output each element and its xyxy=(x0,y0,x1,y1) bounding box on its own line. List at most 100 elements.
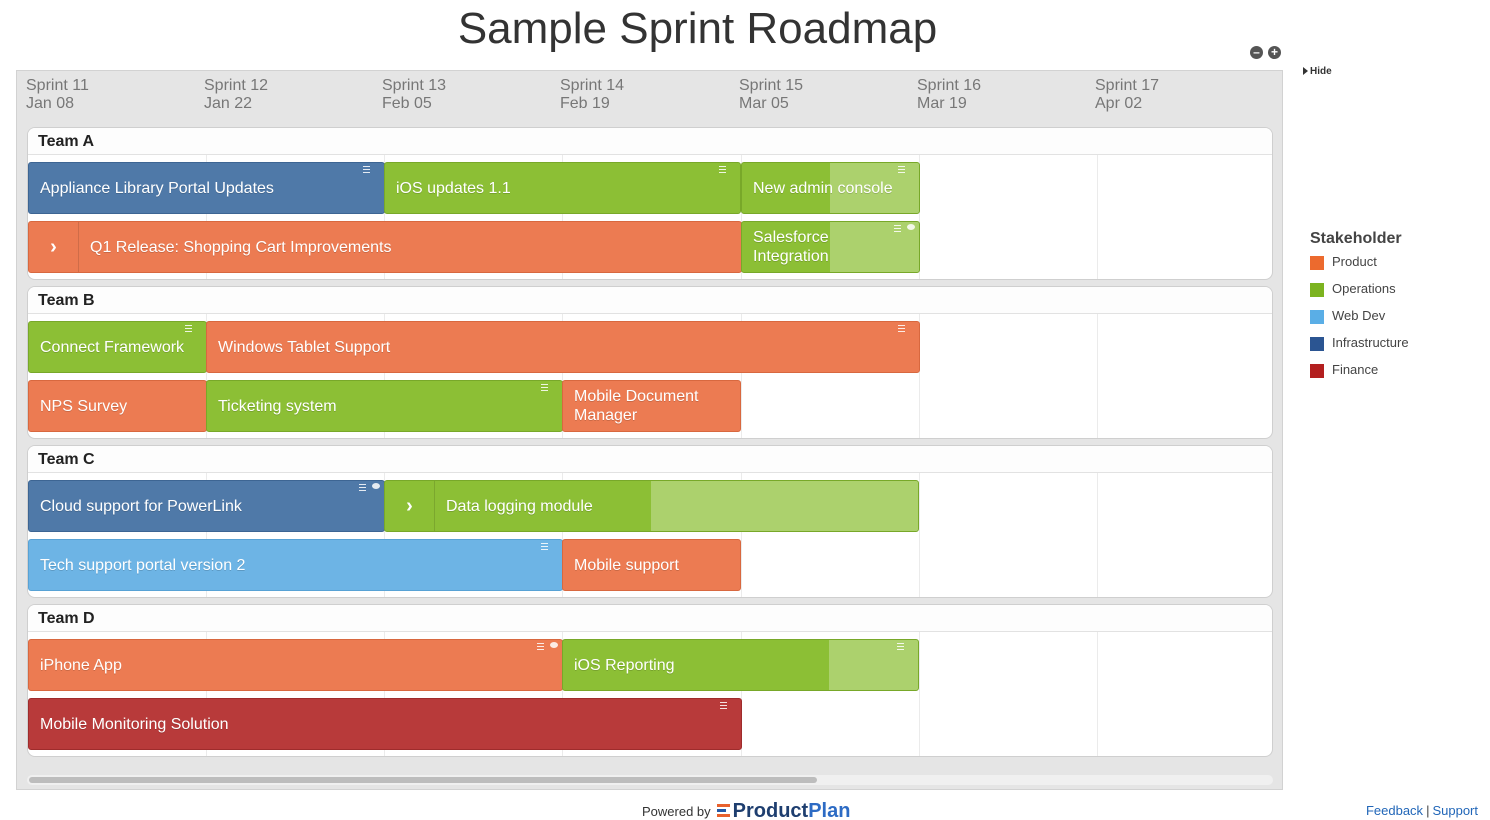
sprint-name: Sprint 17 xyxy=(1095,77,1160,94)
sprint-header: Sprint 14 Feb 19 xyxy=(560,77,624,113)
productplan-logo[interactable]: ProductPlan xyxy=(716,800,850,820)
page-title: Sample Sprint Roadmap xyxy=(457,4,938,53)
chevron-right-icon[interactable]: › xyxy=(29,222,79,272)
powered-by-text: Powered by xyxy=(642,804,711,819)
sprint-date: Mar 05 xyxy=(739,95,789,112)
legend-swatch xyxy=(1310,337,1324,351)
bar-label: iPhone App xyxy=(40,656,122,674)
bar-label: Mobile support xyxy=(574,556,679,574)
roadmap-bar[interactable]: iOS updates 1.1 xyxy=(384,162,741,214)
productplan-mark-icon xyxy=(716,804,730,819)
zoom-in-icon[interactable]: + xyxy=(1268,46,1281,59)
zoom-out-icon[interactable]: – xyxy=(1250,46,1263,59)
bar-label: Cloud support for PowerLink xyxy=(40,497,242,515)
menu-icon[interactable] xyxy=(720,702,727,709)
roadmap-bar[interactable]: Mobile support xyxy=(562,539,741,591)
sprint-date: Feb 19 xyxy=(560,95,610,112)
sprint-header: Sprint 13 Feb 05 xyxy=(382,77,446,113)
lane-team-a: Team A Appliance Library Portal Updates … xyxy=(27,127,1273,280)
roadmap-bar[interactable]: Cloud support for PowerLink xyxy=(28,480,385,532)
legend-item-finance: Finance xyxy=(1310,362,1409,389)
legend-swatch xyxy=(1310,283,1324,297)
bar-label: New admin console xyxy=(753,179,893,197)
menu-icon[interactable] xyxy=(719,166,726,173)
lane-title: Team C xyxy=(38,451,95,468)
legend-item-product: Product xyxy=(1310,254,1409,281)
legend-label: Web Dev xyxy=(1332,308,1386,323)
roadmap-bar[interactable]: Ticketing system xyxy=(206,380,563,432)
menu-icon[interactable] xyxy=(541,543,548,550)
roadmap-bar[interactable]: Salesforce Integration xyxy=(741,221,920,273)
bar-label: Mobile Monitoring Solution xyxy=(40,715,229,733)
lane-header[interactable]: Team D xyxy=(28,605,1272,632)
roadmap-bar[interactable]: Mobile Document Manager xyxy=(562,380,741,432)
menu-icon[interactable] xyxy=(363,166,370,173)
footer-links: Feedback | Support xyxy=(1366,803,1478,818)
bar-label: Data logging module xyxy=(446,497,593,515)
roadmap-bar[interactable]: Windows Tablet Support xyxy=(206,321,920,373)
horizontal-scrollbar[interactable] xyxy=(27,775,1273,785)
menu-icon[interactable] xyxy=(537,643,544,650)
comment-icon[interactable] xyxy=(372,483,380,489)
menu-icon[interactable] xyxy=(894,225,901,232)
roadmap-bar[interactable]: › Q1 Release: Shopping Cart Improvements xyxy=(28,221,742,273)
bar-label: Tech support portal version 2 xyxy=(40,556,246,574)
menu-icon[interactable] xyxy=(359,484,366,491)
lane-header[interactable]: Team A xyxy=(28,128,1272,155)
legend-swatch xyxy=(1310,364,1324,378)
sprint-name: Sprint 11 xyxy=(26,77,89,94)
roadmap-bar[interactable]: iOS Reporting xyxy=(562,639,919,691)
bar-label: Salesforce Integration xyxy=(753,229,829,265)
bar-label: Ticketing system xyxy=(218,397,337,415)
scrollbar-thumb[interactable] xyxy=(29,777,817,783)
menu-icon[interactable] xyxy=(898,166,905,173)
sprint-date: Apr 02 xyxy=(1095,95,1143,112)
support-link[interactable]: Support xyxy=(1432,803,1478,818)
menu-icon[interactable] xyxy=(185,325,192,332)
stakeholder-legend: Stakeholder Product Operations Web Dev I… xyxy=(1310,230,1409,389)
roadmap-bar[interactable]: Connect Framework xyxy=(28,321,207,373)
lane-team-c: Team C Cloud support for PowerLink › Dat… xyxy=(27,445,1273,598)
roadmap-bar[interactable]: Appliance Library Portal Updates xyxy=(28,162,385,214)
comment-icon[interactable] xyxy=(907,224,915,230)
lane-header[interactable]: Team C xyxy=(28,446,1272,473)
bar-label: Windows Tablet Support xyxy=(218,338,391,356)
roadmap-bar[interactable]: Mobile Monitoring Solution xyxy=(28,698,742,750)
legend-label: Product xyxy=(1332,254,1377,269)
roadmap-bar[interactable]: › Data logging module xyxy=(384,480,919,532)
link-separator: | xyxy=(1426,803,1430,818)
roadmap-bar[interactable]: NPS Survey xyxy=(28,380,207,432)
sprint-name: Sprint 15 xyxy=(739,77,804,94)
menu-icon[interactable] xyxy=(898,325,905,332)
sprint-date: Mar 19 xyxy=(917,95,967,112)
bar-label: Connect Framework xyxy=(40,338,185,356)
bar-label: NPS Survey xyxy=(40,397,128,415)
roadmap-bar[interactable]: New admin console xyxy=(741,162,920,214)
sprint-header: Sprint 16 Mar 19 xyxy=(917,77,981,113)
sprint-date: Jan 22 xyxy=(204,95,253,112)
roadmap-board: Sprint 11 Jan 08 Sprint 12 Jan 22 Sprint 1… xyxy=(16,70,1283,790)
hide-legend-toggle[interactable]: Hide xyxy=(1303,66,1332,77)
bar-label: iOS updates 1.1 xyxy=(396,179,511,197)
sprint-name: Sprint 13 xyxy=(382,77,447,94)
chevron-right-icon[interactable]: › xyxy=(385,481,435,531)
feedback-link[interactable]: Feedback xyxy=(1365,803,1424,818)
bar-label: Appliance Library Portal Updates xyxy=(40,179,274,197)
legend-item-web-dev: Web Dev xyxy=(1310,308,1409,335)
lane-title: Team A xyxy=(38,133,95,150)
lane-title: Team D xyxy=(38,610,95,627)
roadmap-bar[interactable]: Tech support portal version 2 xyxy=(28,539,563,591)
sprint-header: Sprint 12 Jan 22 xyxy=(204,77,268,113)
comment-icon[interactable] xyxy=(550,642,558,648)
menu-icon[interactable] xyxy=(897,643,904,650)
lane-header[interactable]: Team B xyxy=(28,287,1272,314)
powered-by: Powered by ProductPlan xyxy=(642,800,850,820)
sprint-header: Sprint 15 Mar 05 xyxy=(739,77,803,113)
roadmap-bar[interactable]: iPhone App xyxy=(28,639,563,691)
hide-label: Hide xyxy=(1310,66,1332,77)
sprint-date: Feb 05 xyxy=(382,95,432,112)
sprint-header: Sprint 17 Apr 02 xyxy=(1095,77,1159,113)
sprint-name: Sprint 16 xyxy=(917,77,982,94)
menu-icon[interactable] xyxy=(541,384,548,391)
